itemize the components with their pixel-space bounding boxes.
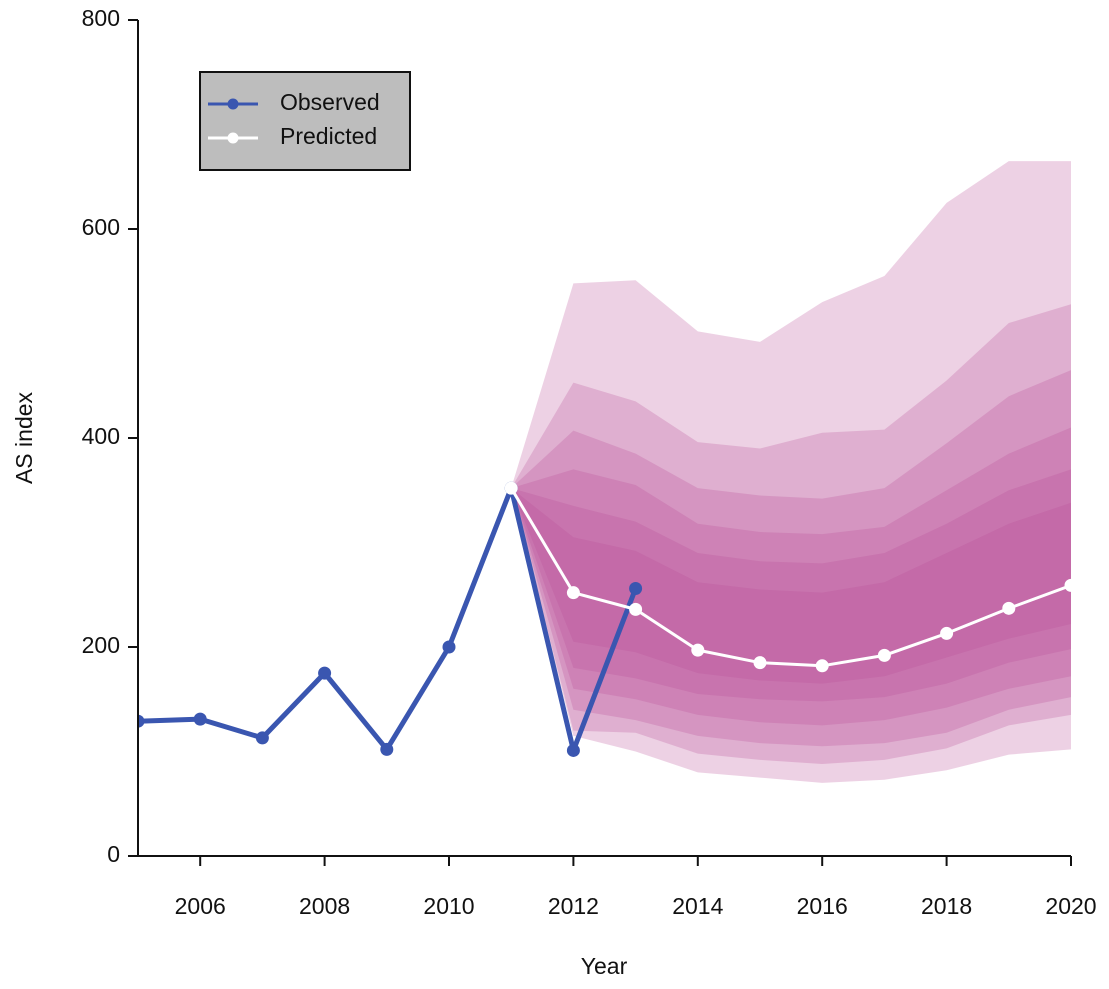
legend-box <box>199 71 411 171</box>
y-tick-label: 200 <box>82 632 120 658</box>
fan-band <box>511 427 1071 726</box>
x-tick-label: 2018 <box>921 893 972 919</box>
y-tick-label: 800 <box>82 5 120 31</box>
y-tick-label: 0 <box>107 841 120 867</box>
x-tick-label: 2012 <box>548 893 599 919</box>
point <box>318 666 332 680</box>
x-axis-label: Year <box>581 953 628 979</box>
fan-band <box>511 161 1071 783</box>
fan-band <box>511 304 1071 765</box>
fan-band <box>511 488 1071 684</box>
x-tick-label: 2010 <box>423 893 474 919</box>
point <box>940 626 954 640</box>
point <box>138 714 145 728</box>
legend-marker <box>227 132 239 144</box>
plot-area <box>138 161 1071 783</box>
fan-band <box>511 370 1071 747</box>
point <box>566 743 580 757</box>
x-tick-label: 2006 <box>175 893 226 919</box>
point <box>255 731 269 745</box>
point <box>1064 578 1071 592</box>
series-line <box>509 487 1071 668</box>
point <box>504 481 518 495</box>
point <box>629 581 643 595</box>
legend-label: Predicted <box>280 123 377 149</box>
point <box>442 640 456 654</box>
point <box>815 659 829 673</box>
y-axis-label: AS index <box>11 391 37 484</box>
point <box>691 643 705 657</box>
x-tick-label: 2008 <box>299 893 350 919</box>
point <box>566 586 580 600</box>
point <box>1002 601 1016 615</box>
point <box>753 656 767 670</box>
legend-marker <box>227 98 239 110</box>
point <box>193 712 207 726</box>
y-tick-label: 400 <box>82 423 120 449</box>
point <box>380 742 394 756</box>
fan-band <box>511 469 1071 702</box>
y-tick-label: 600 <box>82 214 120 240</box>
legend-label: Observed <box>280 89 380 115</box>
point <box>629 602 643 616</box>
x-tick-label: 2016 <box>797 893 848 919</box>
x-tick-label: 2014 <box>672 893 723 919</box>
point <box>877 648 891 662</box>
x-tick-label: 2020 <box>1045 893 1096 919</box>
